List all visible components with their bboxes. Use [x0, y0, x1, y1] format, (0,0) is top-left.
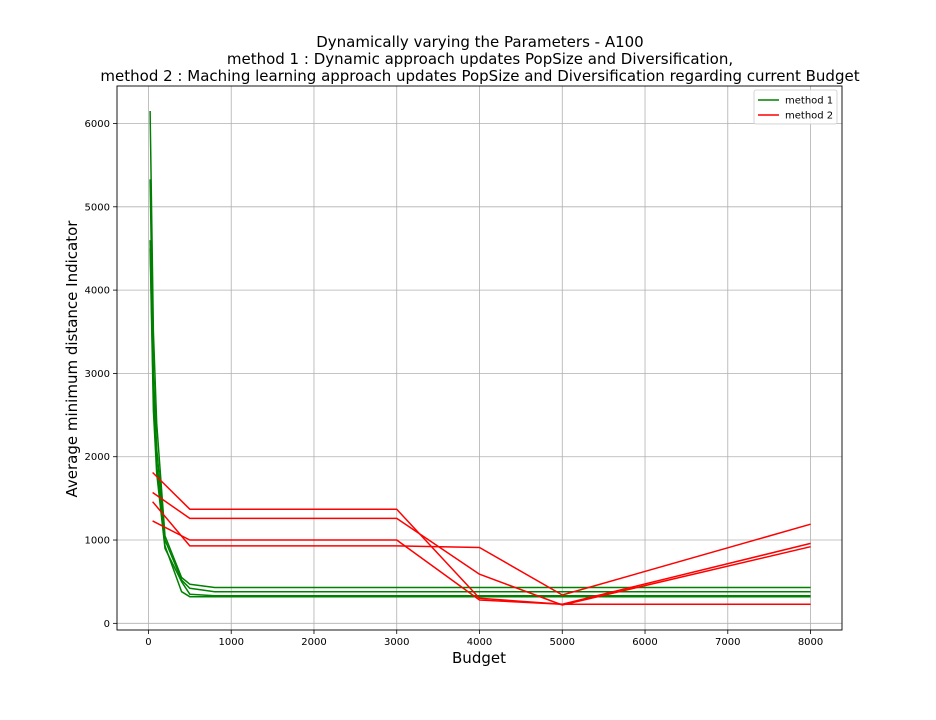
series-line-method-1	[149, 240, 811, 598]
y-tick-label: 0	[104, 619, 110, 630]
x-tick-label: 1000	[218, 637, 243, 648]
x-axis-label: Budget	[452, 649, 506, 667]
series-line-method-2	[152, 501, 811, 596]
y-tick-label: 6000	[85, 119, 110, 130]
series-line-method-1	[149, 179, 811, 593]
y-tick-label: 4000	[85, 286, 110, 297]
x-tick-label: 0	[145, 637, 151, 648]
x-tick-label: 7000	[715, 637, 740, 648]
x-tick-label: 4000	[467, 637, 492, 648]
x-tick-label: 3000	[384, 637, 409, 648]
y-tick-label: 5000	[85, 202, 110, 213]
legend-label: method 2	[785, 111, 833, 122]
legend-label: method 1	[785, 96, 833, 107]
y-tick-label: 1000	[85, 536, 110, 547]
x-tick-label: 5000	[550, 637, 575, 648]
title-line-2: method 1 : Dynamic approach updates PopS…	[227, 50, 733, 68]
series-line-method-1	[149, 248, 811, 597]
plot-series	[149, 110, 811, 606]
y-tick-label: 2000	[85, 452, 110, 463]
series-line-method-2	[152, 471, 811, 605]
x-tick-label: 6000	[632, 637, 657, 648]
series-line-method-2	[152, 520, 811, 605]
series-line-method-1	[149, 110, 811, 589]
x-tick-label: 2000	[301, 637, 326, 648]
legend: method 1 method 2	[753, 89, 838, 125]
axis-ticks: 0 1000 2000 3000 4000 5000 6000 7000 8000 0 1000 20…	[85, 119, 824, 648]
title-line-3: method 2 : Maching learning approach upd…	[100, 67, 859, 85]
chart-title: Dynamically varying the Parameters - A10…	[100, 33, 859, 85]
grid-lines	[117, 86, 842, 630]
title-line-1: Dynamically varying the Parameters - A10…	[316, 33, 643, 51]
y-axis-label: Average minimum distance Indicator	[63, 220, 81, 498]
x-tick-label: 8000	[798, 637, 823, 648]
y-tick-label: 3000	[85, 369, 110, 380]
